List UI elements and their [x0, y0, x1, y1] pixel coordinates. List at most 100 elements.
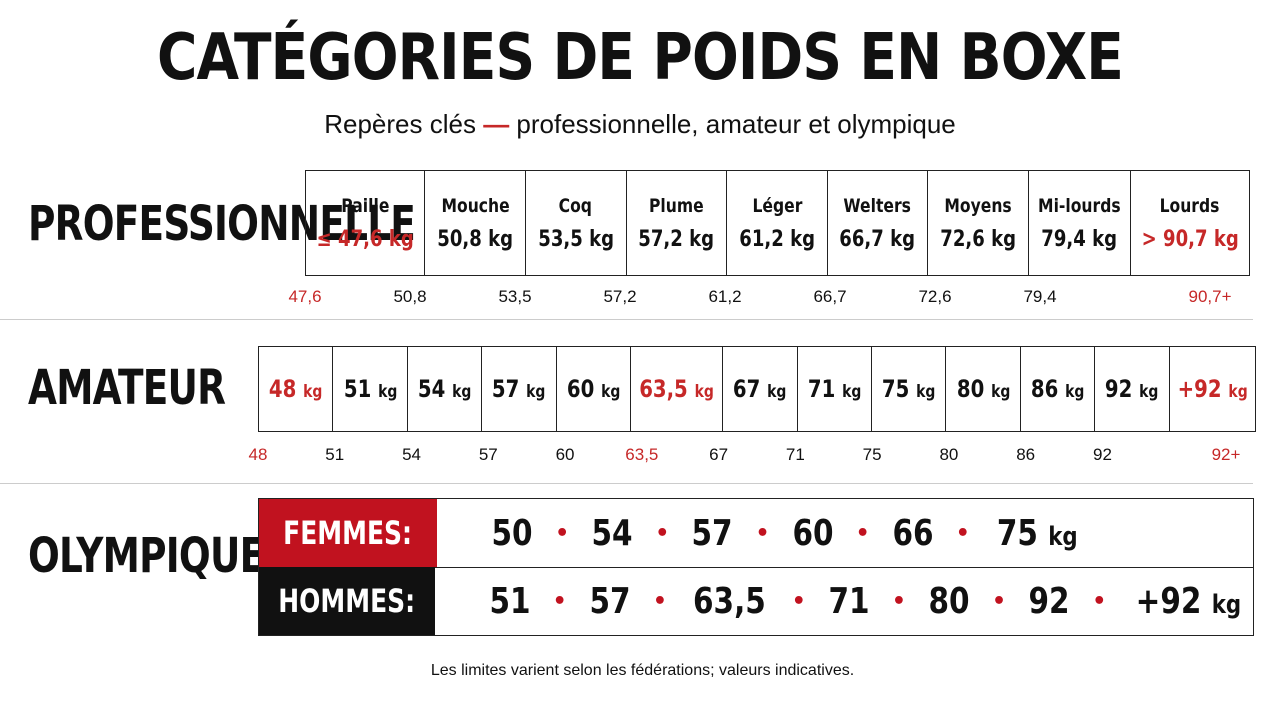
weight-class-cell: 86 kg — [1021, 347, 1096, 431]
weight-class-cell: Léger 61,2 kg — [727, 171, 828, 275]
weight-number: 60 — [566, 375, 595, 403]
men-values: 51 • 57 • 63,5 • 71 • 80 • 92 • +92 kg — [435, 567, 1253, 635]
separator-dot: • — [555, 520, 570, 546]
weight-class-limit: 67 kg — [733, 375, 787, 403]
weight-class-limit: 60 kg — [567, 375, 621, 403]
weight-class-cell: 63,5 kg — [631, 347, 724, 431]
weight-number: 50 — [491, 512, 533, 554]
amateur-table: 48 kg 51 kg 54 kg 57 kg 60 kg 63,5 kg 67 kg 71 … — [258, 346, 1256, 432]
separator-dot: • — [992, 588, 1007, 614]
weight-class-cell: Mouche 50,8 kg — [425, 171, 526, 275]
weight-class-name: Mi-lourds — [1037, 194, 1121, 217]
scale-tick: 53,5 — [498, 287, 532, 306]
weight-number: +92 — [1177, 375, 1222, 403]
weight-unit: kg — [916, 382, 936, 402]
scale-tick: 75 — [862, 445, 882, 464]
weight-class-cell: Lourds > 90,7 kg — [1131, 171, 1249, 275]
weight-unit: kg — [1139, 382, 1159, 402]
weight-class-limit: 54 kg — [418, 375, 472, 403]
weight-class-cell: Welters 66,7 kg — [828, 171, 929, 275]
scale-tick: 72,6 — [918, 287, 952, 306]
weight-class-cell: 80 kg — [946, 347, 1021, 431]
weight-class-cell: Coq 53,5 kg — [526, 171, 627, 275]
subtitle-part1: Repères clés — [324, 109, 484, 139]
scale-tick: 79,4 — [1023, 287, 1057, 306]
weight-class-cell: +92 kg — [1170, 347, 1255, 431]
scale-tick: 90,7+ — [1188, 287, 1232, 306]
scale-tick: 67 — [709, 445, 729, 464]
weight-number: 71 — [828, 580, 870, 622]
scale-tick: 86 — [1016, 445, 1036, 464]
weight-unit: kg — [1228, 382, 1248, 402]
separator-dot: • — [552, 588, 567, 614]
scale-tick: 92 — [1092, 445, 1112, 464]
weight-number: 48 — [268, 375, 297, 403]
weight-class-cell: 71 kg — [798, 347, 873, 431]
weight-number: 57 — [691, 512, 733, 554]
olympic-weight-value: 57 — [589, 581, 630, 622]
men-header: HOMMES: — [259, 567, 435, 635]
weight-class-cell: 67 kg — [723, 347, 798, 431]
weight-class-limit: 61,2 kg — [739, 226, 815, 252]
footnote: Les limites varient selon les fédération… — [430, 662, 855, 679]
weight-unit: kg — [841, 382, 862, 402]
weight-number: 92 — [1028, 580, 1070, 622]
scale-tick: 48 — [248, 445, 268, 464]
weight-number: 51 — [489, 580, 531, 622]
scale-tick: 57 — [478, 445, 498, 464]
olympic-weight-value: 66 — [892, 513, 933, 554]
amateur-scale: 48 51 54 57 60 63,5 67 71 75 80 86 92 92+ — [0, 445, 1280, 469]
weight-class-limit: 79,4 kg — [1041, 226, 1118, 252]
weight-class-limit: 86 kg — [1031, 375, 1085, 403]
scale-tick: 92+ — [1211, 445, 1241, 464]
scale-tick: 63,5 — [625, 445, 659, 464]
olympic-weight-value: 60 — [792, 513, 833, 554]
weight-class-limit: 48 kg — [269, 375, 323, 403]
weight-number: 75 — [881, 375, 910, 403]
weight-class-limit: 66,7 kg — [839, 226, 916, 252]
weight-class-limit: ≤ 47,6 kg — [316, 226, 414, 252]
olympic-weight-value: 92 — [1029, 581, 1070, 622]
weight-number: 80 — [928, 580, 970, 622]
weight-class-limit: 57,2 kg — [638, 226, 715, 252]
women-values: 50 • 54 • 57 • 60 • 66 • 75 kg — [437, 499, 1253, 567]
men-label: HOMMES: — [278, 582, 416, 620]
weight-class-name: Paille — [341, 194, 390, 217]
weight-number: 66 — [892, 512, 934, 554]
professional-scale: 47,6 50,8 53,5 57,2 61,2 66,7 72,6 79,4 90,7+ — [0, 287, 1280, 311]
weight-number: 54 — [417, 375, 446, 403]
olympic-weight-value: 75 kg — [997, 513, 1078, 554]
olympic-weight-value: 50 — [492, 513, 533, 554]
weight-class-cell: 48 kg — [259, 347, 334, 431]
olympic-weight-value: 54 — [592, 513, 633, 554]
olympic-weight-value: 63,5 — [693, 581, 766, 622]
weight-unit: kg — [452, 382, 472, 402]
weight-class-cell: 60 kg — [557, 347, 632, 431]
weight-class-name: Moyens — [944, 194, 1012, 217]
subtitle-part2: professionnelle, amateur et olympique — [509, 109, 956, 139]
weight-class-limit: 72,6 kg — [940, 226, 1016, 252]
weight-unit: kg — [990, 382, 1010, 402]
weight-number: 92 — [1105, 375, 1133, 403]
weight-number: 71 — [807, 375, 835, 403]
weight-unit: kg — [600, 382, 621, 402]
weight-class-name: Mouche — [441, 194, 510, 217]
weight-class-cell: 54 kg — [408, 347, 483, 431]
separator-dot: • — [891, 588, 906, 614]
weight-class-cell: 75 kg — [872, 347, 947, 431]
olympic-weight-value: 57 — [692, 513, 733, 554]
weight-number: 54 — [591, 512, 633, 554]
professional-table: Paille ≤ 47,6 kg Mouche 50,8 kg Coq 53,5 kg Pl… — [305, 170, 1250, 276]
weight-class-limit: 75 kg — [882, 375, 936, 403]
weight-class-name: Léger — [751, 194, 802, 217]
weight-class-cell: Mi-lourds 79,4 kg — [1029, 171, 1131, 275]
weight-number: 57 — [589, 580, 631, 622]
olympic-weight-value: 80 — [928, 581, 969, 622]
separator-dot: • — [955, 520, 970, 546]
weight-class-limit: 53,5 kg — [537, 226, 614, 252]
weight-class-name: Welters — [843, 194, 912, 217]
weight-unit: kg — [1211, 589, 1242, 620]
weight-class-cell: 92 kg — [1095, 347, 1170, 431]
weight-class-cell: 51 kg — [333, 347, 408, 431]
scale-tick: 54 — [402, 445, 421, 464]
